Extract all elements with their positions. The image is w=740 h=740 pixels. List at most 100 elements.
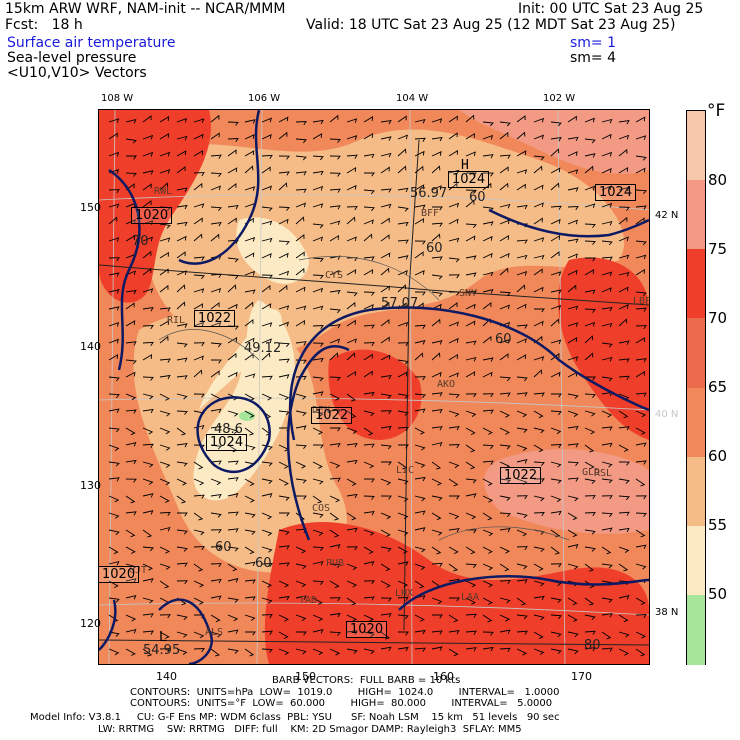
wind-barb	[635, 205, 647, 210]
wind-barb	[159, 284, 169, 293]
wind-barb	[567, 253, 578, 259]
wind-barb	[227, 121, 239, 126]
wind-barb	[295, 155, 307, 161]
wind-barb	[635, 495, 647, 500]
wind-barb	[397, 561, 409, 566]
wind-barb	[499, 338, 511, 344]
wind-barb	[567, 512, 578, 521]
wind-barb	[329, 289, 341, 295]
wind-barb	[567, 529, 578, 538]
wind-barb	[380, 319, 390, 327]
wind-barb	[635, 307, 647, 312]
wind-barb	[227, 563, 238, 572]
wind-barb	[244, 561, 256, 566]
wind-barb	[567, 356, 579, 361]
wind-barb	[618, 148, 628, 157]
wind-barb	[635, 155, 647, 161]
wind-barb	[635, 631, 646, 639]
wind-barb	[635, 544, 647, 549]
wind-barb	[431, 441, 443, 447]
wind-barb	[329, 234, 340, 242]
wind-barb	[533, 155, 545, 161]
wind-barb	[635, 529, 646, 538]
wind-barb	[296, 631, 307, 636]
wind-barb	[142, 393, 154, 400]
wind-barb	[482, 478, 493, 486]
wind-barb	[329, 376, 341, 381]
wind-barb	[363, 116, 374, 123]
wind-barb	[278, 595, 290, 601]
wind-barb	[363, 495, 375, 500]
wind-barb	[295, 614, 307, 621]
wind-barb	[499, 563, 510, 572]
wind-barb	[176, 427, 187, 436]
wind-barb	[397, 270, 408, 276]
wind-barb	[516, 324, 528, 329]
grid-x-label-140: 140	[156, 670, 177, 683]
grid-x-label-150: 150	[295, 670, 316, 683]
wind-barb	[482, 235, 493, 242]
wind-barb	[414, 476, 426, 482]
wind-barb	[465, 512, 477, 520]
wind-barb	[482, 646, 494, 652]
wind-barb	[465, 444, 476, 453]
wind-barb	[142, 341, 154, 347]
wind-barb	[465, 255, 477, 260]
wind-barb	[567, 425, 579, 431]
wind-barb	[635, 597, 646, 606]
grid-y-label-140: 140	[80, 340, 101, 353]
wind-barb	[193, 217, 203, 225]
wind-barb	[482, 154, 494, 159]
wind-barb	[550, 205, 562, 210]
wind-barb	[244, 648, 255, 657]
wind-barb	[482, 393, 494, 398]
wind-barb	[278, 240, 290, 245]
meridian-106w	[256, 110, 263, 664]
wind-barb	[516, 427, 528, 433]
wind-barb	[261, 274, 273, 279]
wind-barb	[380, 203, 392, 209]
wind-barb	[499, 392, 511, 397]
wind-barb	[584, 647, 596, 652]
wind-barb	[176, 410, 188, 415]
wind-barb	[261, 529, 273, 536]
wind-barb	[635, 325, 647, 330]
wind-barb	[312, 614, 324, 622]
wind-barb	[312, 495, 323, 504]
wind-barb	[414, 150, 425, 157]
wind-barb	[176, 323, 188, 328]
wind-barb	[329, 188, 341, 193]
wind-barb	[312, 560, 324, 566]
wind-barb	[142, 578, 154, 583]
wind-barb	[295, 478, 307, 484]
wind-barb	[108, 597, 120, 603]
wind-barb	[431, 597, 443, 605]
wind-barb	[329, 580, 340, 589]
wind-barb	[482, 371, 493, 378]
colorbar-bin	[687, 111, 705, 181]
wind-barb	[312, 155, 324, 161]
wind-barb	[465, 223, 477, 228]
wind-barb	[397, 631, 409, 636]
wind-barb	[142, 597, 154, 604]
wind-barb	[363, 269, 374, 276]
wind-barb	[533, 237, 545, 242]
wind-barb	[482, 221, 494, 226]
wind-barb	[176, 512, 188, 517]
wind-barb	[312, 274, 324, 279]
valid-time: Valid: 18 UTC Sat 23 Aug 25 (12 MDT Sat …	[306, 17, 676, 33]
lon-label-102w: 102 W	[543, 93, 576, 104]
wind-barb	[227, 303, 238, 310]
wind-barb	[584, 165, 594, 174]
wind-barb	[448, 410, 460, 417]
wind-barb	[142, 170, 154, 175]
wind-barb	[159, 393, 170, 401]
wind-barb	[261, 461, 273, 467]
wind-barb	[142, 630, 154, 635]
wind-barb	[346, 301, 356, 310]
wind-barb	[601, 597, 613, 603]
wind-barb	[397, 478, 409, 485]
wind-barb	[601, 133, 612, 140]
wind-barb	[295, 648, 307, 655]
wind-barb	[516, 512, 528, 519]
